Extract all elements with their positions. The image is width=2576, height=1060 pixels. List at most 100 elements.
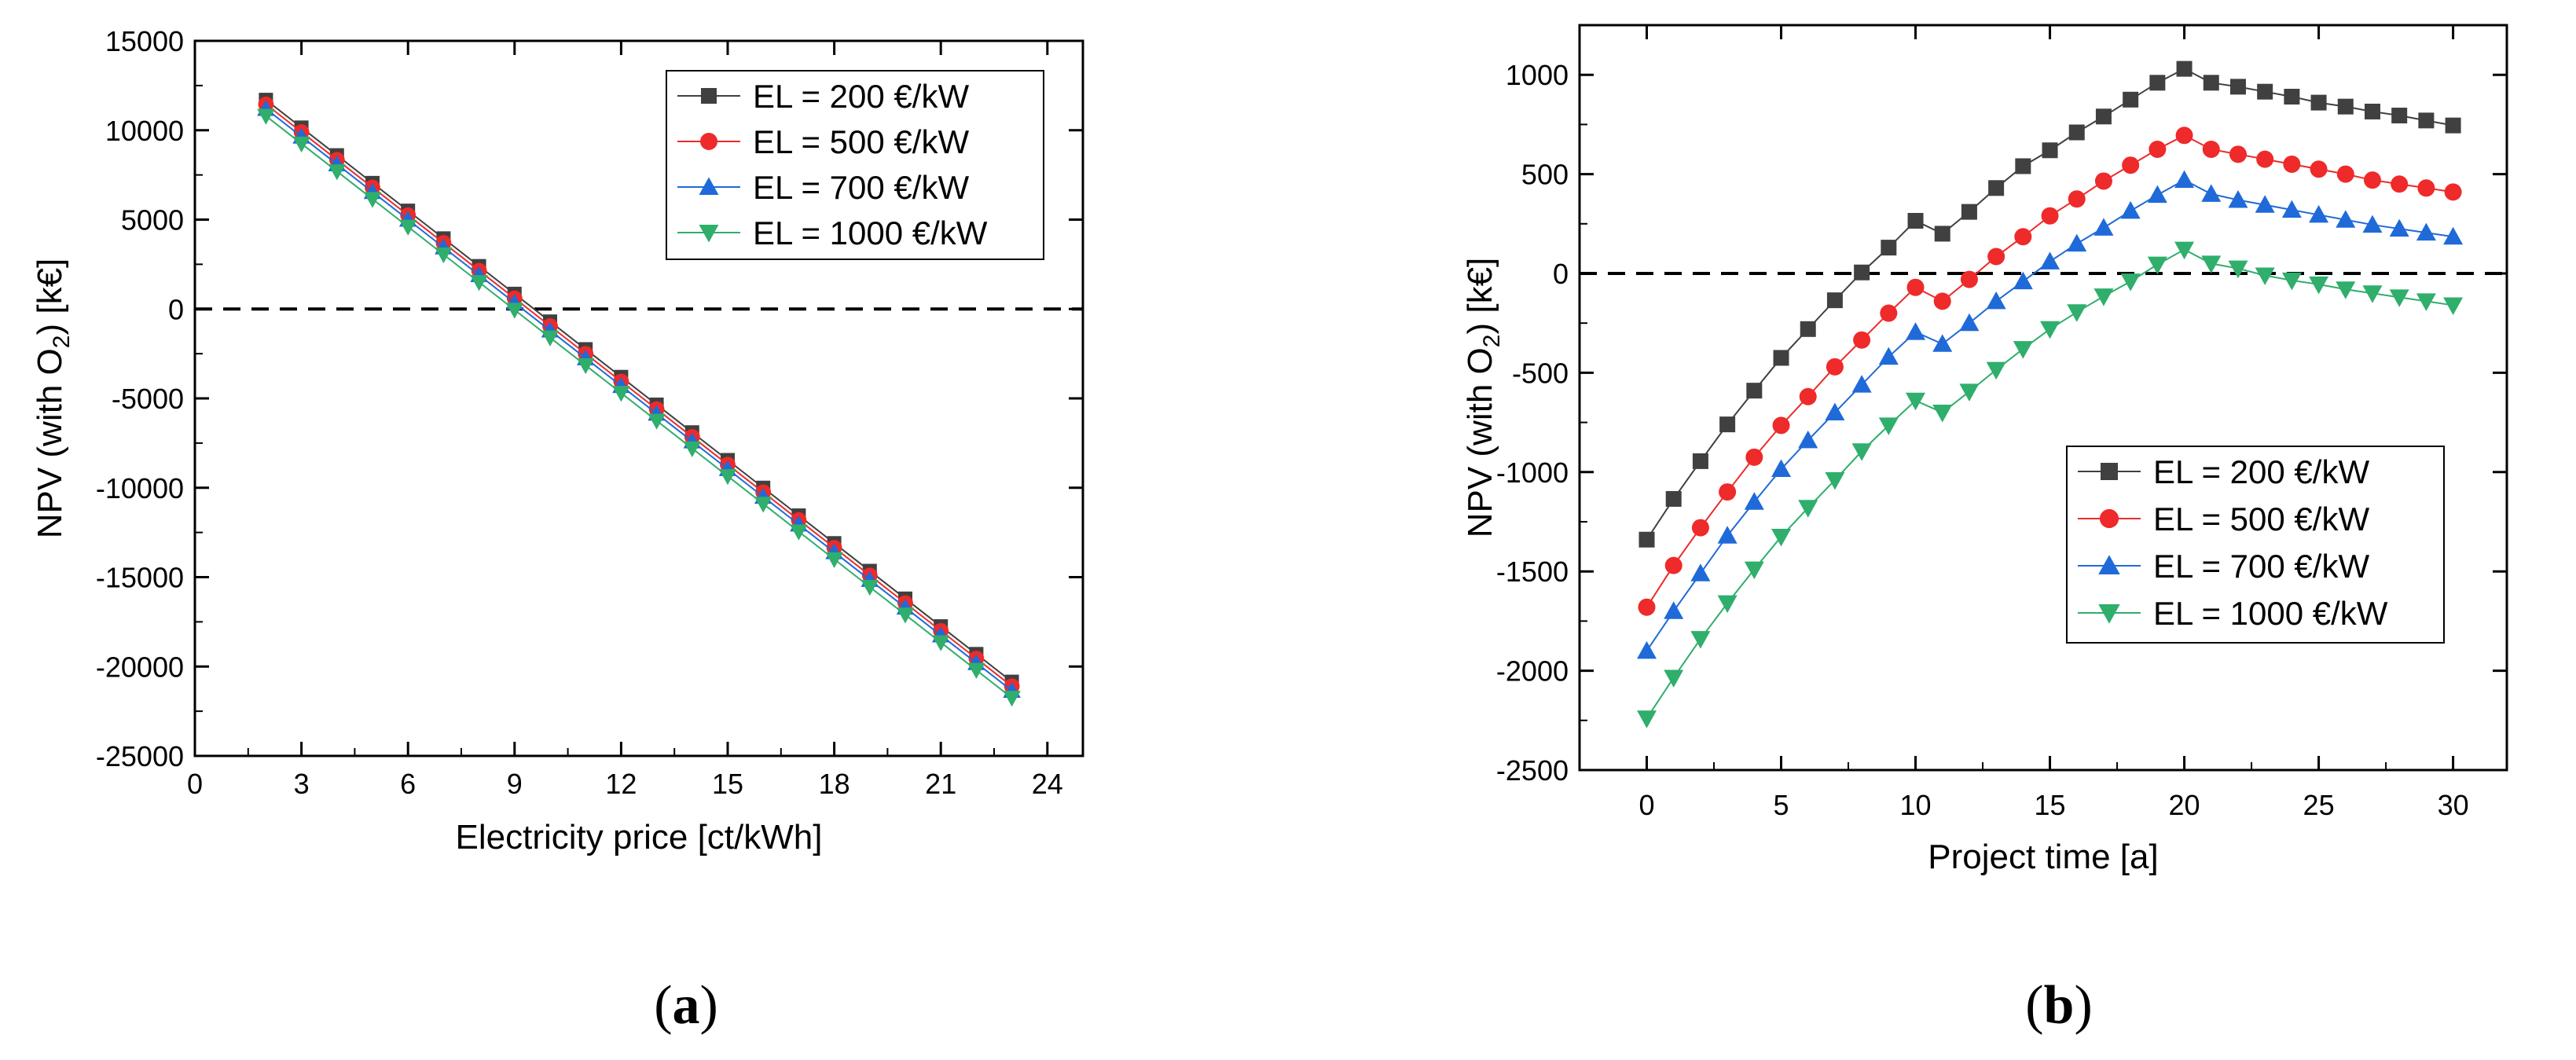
chart-a-series-3-point	[257, 108, 275, 125]
chart-b-series-3-point	[1959, 383, 1980, 402]
chart-a-legend-marker	[701, 88, 717, 104]
chart-a-xtick-label: 6	[400, 768, 416, 800]
chart-b-series-0-point	[2015, 158, 2031, 174]
chart-a-ytick-label: 5000	[121, 204, 184, 237]
chart-a-ytick-label: 10000	[105, 115, 184, 147]
chart-b-series-3-point	[1851, 443, 1872, 461]
chart-a-series-3-point	[292, 136, 310, 153]
chart-b-series-2-point	[1825, 402, 1845, 420]
chart-b-series-0-point	[1746, 383, 1763, 399]
chart-b-series-1-point	[2256, 150, 2274, 168]
chart-a-xtick-label: 21	[925, 768, 956, 800]
chart-b-legend-marker	[2101, 463, 2118, 480]
chart-b-series-3-point	[2093, 288, 2114, 306]
chart-b-series-2-point	[1664, 601, 1684, 619]
chart-b-series-2-point	[1986, 291, 2006, 310]
chart-b-series-2-point	[1932, 334, 1953, 352]
chart-b-ytick-label: 500	[1521, 159, 1569, 191]
chart-b-series-1-point	[2444, 183, 2462, 201]
chart-b-ytick-label: -2500	[1496, 754, 1569, 787]
chart-b-legend-marker	[2098, 555, 2120, 574]
chart-b-series-2-point	[2389, 218, 2409, 237]
chart-b-series-1-point	[2014, 228, 2032, 246]
chart-a-series-1-line	[265, 103, 1013, 688]
chart-b-series-3-point	[2174, 241, 2195, 260]
chart-a-ytick-label: 15000	[105, 25, 184, 57]
chart-b-series-1-point	[1719, 483, 1737, 501]
chart-a-series-3-point	[861, 580, 879, 596]
chart-a-legend-marker	[699, 177, 719, 195]
chart-b-series-3-point	[1986, 361, 2006, 380]
chart-a-ytick-label: -5000	[112, 383, 184, 415]
chart-b-ytick-label: -1500	[1496, 556, 1569, 588]
chart-b-series-3-point	[1664, 669, 1684, 688]
chart-b-series-0-point	[2123, 91, 2139, 108]
chart-b-series-3-point	[1744, 561, 1764, 580]
chart-b-series-1-point	[2068, 190, 2086, 208]
chart-b-series-3-point	[1825, 471, 1845, 490]
chart-b-series-2-point	[2281, 200, 2302, 218]
chart-b-legend-label: EL = 1000 €/kW	[2153, 595, 2388, 632]
chart-b-series-0-point	[2391, 108, 2408, 124]
chart-a-series-3-point	[825, 552, 843, 568]
chart-a-ytick-label: 0	[168, 293, 184, 325]
chart-a-series-3-point	[435, 247, 453, 264]
chart-a-series-3-point	[683, 441, 702, 457]
chart-a-series-3-point	[896, 607, 915, 624]
chart-b-series-1-point	[1933, 292, 1951, 310]
chart-b-series-1-point	[2391, 175, 2409, 193]
chart-b-series-3-point	[2201, 255, 2222, 273]
chart-a-series-3-point	[718, 468, 737, 486]
chart-b-xtick-label: 25	[2303, 789, 2335, 821]
chart-b-series-3-point	[2040, 321, 2060, 339]
chart-b-series-0-point	[1881, 240, 1897, 256]
chart-b-series-1-point	[2175, 127, 2193, 145]
chart-a-ytick-label: -20000	[96, 651, 184, 683]
chart-b-series-1-point	[2149, 141, 2167, 158]
chart-b-ytick-label: -500	[1512, 357, 1569, 389]
chart-b-series-1-point	[1745, 448, 1763, 466]
chart-b-legend-marker	[2098, 604, 2120, 624]
chart-b-series-1-point	[2336, 165, 2354, 183]
chart-b-series-0-point	[1665, 490, 1682, 507]
chart-b-series-1-point	[2310, 160, 2328, 178]
chart-a-ytick-label: -10000	[96, 472, 184, 504]
chart-b-series-0-point	[2149, 75, 2166, 91]
chart-a-legend-label: EL = 200 €/kW	[753, 78, 969, 115]
chart-b-ytick-label: -1000	[1496, 457, 1569, 489]
chart-a-xtick-label: 12	[605, 768, 637, 800]
chart-b-series-0-point	[1638, 531, 1655, 548]
chart-b-legend	[2066, 446, 2445, 644]
chart-b-series-0-point	[2337, 98, 2354, 115]
chart-b-series-2-point	[1744, 492, 1764, 510]
chart-b-series-0-point	[1961, 204, 1977, 220]
chart-b-series-3-point	[2255, 267, 2275, 286]
chart-b-series-2-point	[2443, 226, 2464, 245]
chart-b-series-3-point	[2013, 341, 2033, 359]
chart-b-series-2-point	[2255, 195, 2275, 213]
chart-b-series-2-point	[2174, 170, 2195, 189]
chart-b-series-0-point	[2284, 89, 2300, 105]
chart-a-legend-label: EL = 700 €/kW	[753, 169, 969, 206]
chart-b-series-0-point	[2176, 61, 2193, 77]
chart-a-xtick-label: 18	[819, 768, 850, 800]
chart-b-series-2-point	[2093, 218, 2114, 236]
chart-b-legend-label: EL = 500 €/kW	[2153, 501, 2369, 537]
chart-b-series-0-point	[2418, 112, 2435, 129]
chart-b-series-0-point	[1988, 180, 2005, 196]
chart-b-series-1-point	[1880, 304, 1898, 322]
chart-b-series-2-point	[1717, 526, 1738, 544]
chart-b-series-3-point	[1690, 631, 1711, 649]
chart-a-ytick-label: -25000	[96, 740, 184, 772]
chart-b-series-1-point	[1853, 331, 1871, 349]
chart-b-xtick-label: 15	[2035, 789, 2066, 821]
chart-b-caption: (b)	[2025, 975, 2093, 1036]
chart-b-ytick-label: 0	[1553, 258, 1569, 290]
chart-b-series-3-point	[2389, 289, 2409, 307]
chart-b-series-2-point	[2309, 204, 2329, 223]
chart-b-series-0-point	[2364, 103, 2380, 119]
chart-b-series-2-point	[1637, 640, 1657, 659]
chart-a-series-3-point	[576, 358, 595, 375]
chart-b-series-1-point	[1664, 556, 1682, 574]
chart-b-series-0-point	[2257, 83, 2273, 100]
